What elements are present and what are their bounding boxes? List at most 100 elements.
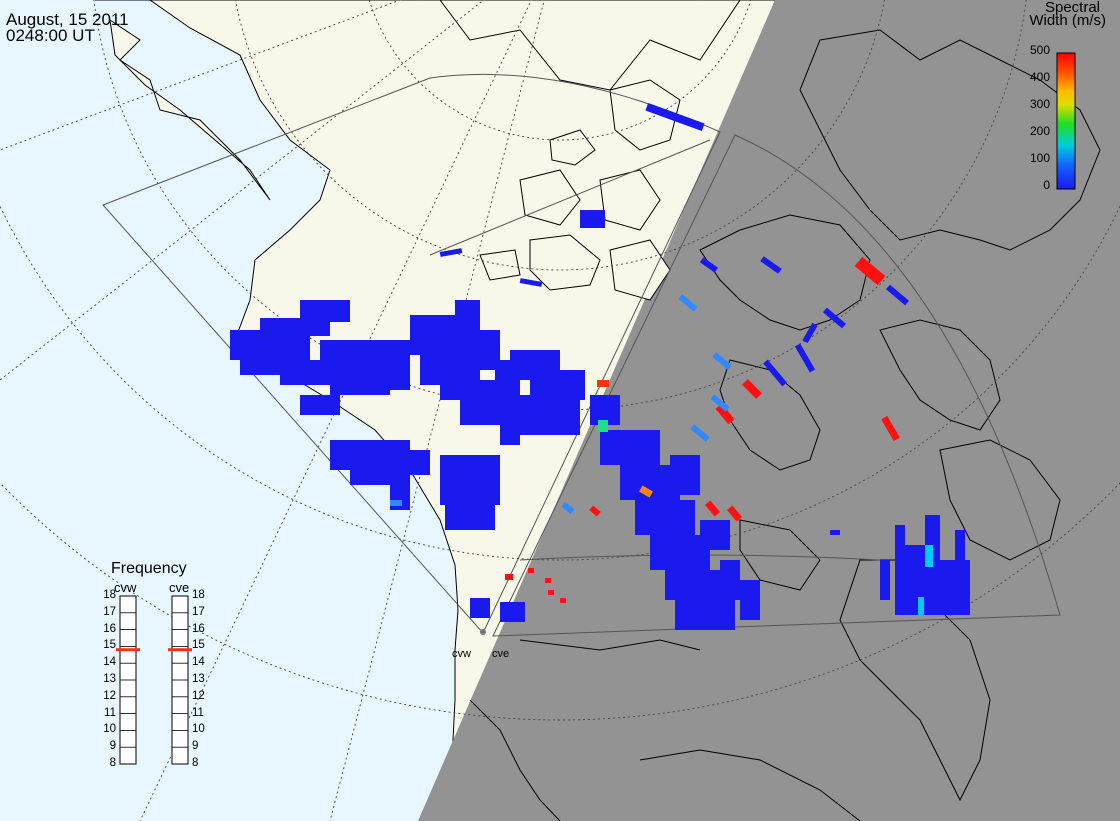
scatter-streak xyxy=(690,424,710,442)
scatter-cell xyxy=(880,560,890,600)
scatter-streak xyxy=(830,530,840,535)
scatter-streak xyxy=(500,602,525,622)
frequency-tick: 18 xyxy=(192,589,205,601)
colorbar-title-2: Width (m/s) xyxy=(1029,12,1106,29)
scatter-cell xyxy=(895,525,905,615)
scatter-streak xyxy=(528,568,534,573)
colorbar-title-1: Spectral xyxy=(1044,0,1100,16)
scatter-streak xyxy=(470,598,490,618)
frequency-tick: 16 xyxy=(103,622,116,635)
frequency-tick: 15 xyxy=(103,639,116,652)
frequency-tick: 11 xyxy=(192,706,204,719)
scatter-cell xyxy=(960,560,970,615)
arctic-islands xyxy=(479,79,681,301)
scatter-cell xyxy=(670,455,700,495)
backscatter-cells xyxy=(230,102,970,630)
radar-site-cvw xyxy=(480,629,486,635)
frequency-tick: 10 xyxy=(192,723,205,736)
frequency-tick: 9 xyxy=(109,740,116,753)
colorbar-tick-400: 400 xyxy=(1029,70,1050,84)
scatter-streak xyxy=(598,420,608,432)
scatter-cell xyxy=(600,430,660,465)
scatter-streak xyxy=(760,256,782,274)
coastlines xyxy=(469,29,1101,821)
scatter-cell xyxy=(260,318,330,336)
scatter-streak xyxy=(918,597,924,615)
scatter-cell xyxy=(720,560,740,600)
frequency-scales xyxy=(116,595,192,765)
scatter-streak xyxy=(881,415,900,442)
scatter-cell xyxy=(700,520,730,550)
scatter-streak xyxy=(560,598,566,603)
scatter-streak xyxy=(763,359,787,387)
scatter-streak xyxy=(715,403,735,425)
scatter-cell xyxy=(370,340,410,390)
scatter-cell xyxy=(520,400,580,435)
scatter-streak xyxy=(794,343,816,373)
scatter-streak xyxy=(885,284,910,306)
scatter-streak xyxy=(545,578,551,583)
scatter-cell xyxy=(555,370,585,400)
frequency-tick: 13 xyxy=(192,673,205,685)
scatter-cell xyxy=(910,590,950,615)
frequency-tick: 11 xyxy=(104,706,116,719)
frequency-tick: 14 xyxy=(103,656,116,669)
scatter-cell xyxy=(300,395,340,415)
scatter-streak xyxy=(589,505,601,517)
frequency-col-cve: cve xyxy=(169,580,190,595)
scatter-cell xyxy=(300,300,350,322)
scatter-cell xyxy=(500,425,520,445)
colorbar-tick-100: 100 xyxy=(1029,151,1050,165)
scatter-cell xyxy=(740,580,760,620)
scatter-streak xyxy=(390,500,402,506)
scatter-streak xyxy=(802,322,818,344)
colorbar-tick-0: 0 xyxy=(1043,178,1050,192)
scatter-streak xyxy=(505,574,513,580)
frequency-tick: 12 xyxy=(103,689,116,702)
frequency-tick: 9 xyxy=(192,740,199,753)
scatter-streak xyxy=(925,545,933,567)
time-label: 0248:00 UT xyxy=(6,26,95,45)
scatter-cell xyxy=(410,450,430,475)
date-label: August, 15 2011 xyxy=(6,10,129,29)
scatter-streak xyxy=(597,380,609,387)
frequency-tick: 14 xyxy=(192,656,205,669)
scatter-streak xyxy=(439,248,463,257)
scatter-streak xyxy=(678,294,698,312)
colorbar xyxy=(1056,52,1076,190)
scatter-streak xyxy=(742,379,762,399)
radar-label-cve: cve xyxy=(492,648,510,660)
night-region xyxy=(418,0,1120,821)
frequency-tick: 17 xyxy=(192,605,205,618)
scatter-streak xyxy=(561,501,575,515)
frequency-tick: 16 xyxy=(192,622,205,635)
scatter-streak xyxy=(639,485,653,498)
scatter-streak xyxy=(699,257,719,273)
frequency-col-cvw: cvw xyxy=(114,580,137,595)
scatter-cell xyxy=(675,595,735,630)
radar-label-cvw: cvw xyxy=(452,648,471,660)
scatter-streak xyxy=(854,256,886,286)
colorbar-tick-200: 200 xyxy=(1029,124,1050,138)
colorbar-tick-300: 300 xyxy=(1029,97,1050,111)
frequency-title: Frequency xyxy=(111,560,187,577)
fov-cve xyxy=(492,134,1061,637)
fov-cvw xyxy=(102,73,721,634)
scatter-streak xyxy=(822,307,847,329)
scatter-streak xyxy=(519,278,543,287)
scatter-streak xyxy=(548,590,554,595)
scatter-cell xyxy=(635,500,695,535)
frequency-tick: 8 xyxy=(109,757,116,769)
frequency-tick: 17 xyxy=(103,605,116,618)
frequency-tick: 15 xyxy=(192,639,205,652)
frequency-tick: 12 xyxy=(192,689,205,702)
frequency-tick: 10 xyxy=(103,723,116,736)
scatter-streak xyxy=(726,505,743,522)
scatter-streak xyxy=(704,500,721,517)
frequency-tick: 8 xyxy=(192,757,199,769)
scatter-cell xyxy=(440,455,500,505)
scatter-streak xyxy=(712,352,732,370)
colorbar-tick-500: 500 xyxy=(1029,43,1050,57)
scatter-streak xyxy=(645,102,705,132)
